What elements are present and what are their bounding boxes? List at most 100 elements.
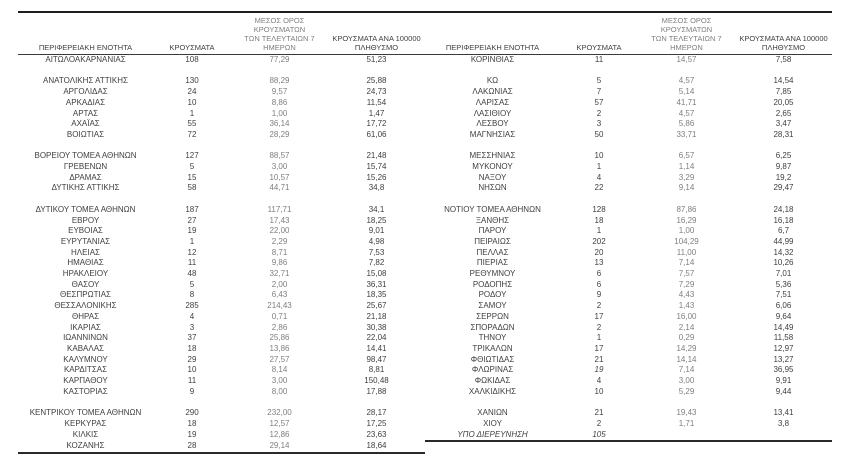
avg-7day-cell: 28,29 xyxy=(269,129,290,139)
table-row: ΗΜΑΘΙΑΣ 11 9,86 7,82 ΠΙΕΡΙΑΣ 13 7,14 10,26 xyxy=(18,258,832,269)
per-100k-cell: 28,17 xyxy=(366,408,387,418)
column-header-per100k-left: ΚΡΟΥΣΜΑΤΑ ΑΝΑ 100000 ΠΛΗΘΥΣΜΟ xyxy=(328,12,425,55)
table-row: ΓΡΕΒΕΝΩΝ 5 3,00 15,74 ΜΥΚΟΝΟΥ 1 1,14 9,87 xyxy=(18,162,832,173)
spacer-cell xyxy=(18,141,832,152)
per-100k-cell: 3,8 xyxy=(777,418,790,428)
cases-cell: 7 xyxy=(596,87,602,97)
region-cell: ΑΡΤΑΣ xyxy=(72,108,99,118)
region-cell: ΕΥΒΟΙΑΣ xyxy=(68,226,103,236)
avg-7day-cell: 8,86 xyxy=(271,97,288,107)
cases-cell: 24 xyxy=(187,87,197,97)
avg-7day-cell: 1,14 xyxy=(678,162,695,171)
avg-7day-cell: 8,71 xyxy=(271,247,288,257)
group-spacer-row xyxy=(18,141,832,152)
table-row: ΙΚΑΡΙΑΣ 3 2,86 30,38 ΣΠΟΡΑΔΩΝ 2 2,14 14,49 xyxy=(18,323,832,334)
avg-7day-cell: 7,14 xyxy=(678,365,695,375)
per-100k-cell: 44,99 xyxy=(773,236,794,246)
column-header-avg7-left: ΜΕΣΟΣ ΟΡΟΣ ΚΡΟΥΣΜΑΤΩΝ ΤΩΝ ΤΕΛΕΥΤΑΙΩΝ 7 Η… xyxy=(231,12,328,55)
table-row: ΚΑΣΤΟΡΙΑΣ 9 8,00 17,88 ΧΑΛΚΙΔΙΚΗΣ 10 5,29 9,44 xyxy=(18,387,832,398)
region-cell: ΑΧΑΪΑΣ xyxy=(71,119,100,129)
cases-cell: 10 xyxy=(187,97,197,107)
per-100k-cell: 150,48 xyxy=(364,376,389,386)
per-100k-cell: 8,81 xyxy=(368,365,385,375)
cases-cell: 202 xyxy=(592,236,606,246)
spacer-cell xyxy=(18,397,832,408)
region-cell: ΥΠΟ ΔΙΕΡΕΥΝΗΣΗ xyxy=(425,429,560,443)
per-100k-cell xyxy=(735,441,832,453)
region-cell: ΚΩ xyxy=(486,76,499,86)
table-row: ΚΑΡΠΑΘΟΥ 11 3,00 150,48 ΦΩΚΙΔΑΣ 4 3,00 9,91 xyxy=(18,376,832,387)
cases-cell: 17 xyxy=(594,311,604,321)
region-cell: ΕΒΡΟΥ xyxy=(71,215,100,225)
region-cell: ΣΠΟΡΑΔΩΝ xyxy=(470,322,515,332)
region-cell: ΔΥΤΙΚΗΣ ΑΤΤΙΚΗΣ xyxy=(51,183,120,193)
cases-cell: 18 xyxy=(187,343,197,353)
avg-7day-cell: 3,00 xyxy=(271,162,288,171)
region-cell: ΛΑΚΩΝΙΑΣ xyxy=(472,87,513,97)
cases-cell: 2 xyxy=(596,322,602,332)
avg-7day-cell: 1,00 xyxy=(271,108,288,118)
avg-7day-cell: 232,00 xyxy=(267,408,292,418)
cases-cell: 15 xyxy=(187,172,197,182)
per-100k-cell: 98,47 xyxy=(366,354,387,364)
region-cell: ΚΟΡΙΝΘΙΑΣ xyxy=(470,55,515,64)
per-100k-cell: 9,87 xyxy=(775,162,792,171)
per-100k-cell: 25,88 xyxy=(366,76,387,86)
cases-cell: 5 xyxy=(596,76,602,86)
column-header-cases-right: ΚΡΟΥΣΜΑΤΑ xyxy=(560,12,638,55)
avg-7day-cell: 12,86 xyxy=(269,430,290,440)
avg-7day-cell: 16,29 xyxy=(676,215,697,225)
avg-7day-cell: 22,00 xyxy=(269,226,290,236)
per-100k-cell: 18,64 xyxy=(328,441,425,454)
region-cell: ΧΙΟΥ xyxy=(483,418,502,428)
avg-7day-cell: 3,29 xyxy=(678,172,695,182)
per-100k-cell: 15,08 xyxy=(366,269,387,279)
avg-7day-cell: 77,29 xyxy=(269,55,290,64)
per-100k-cell: 14,54 xyxy=(773,76,794,86)
avg-7day-cell xyxy=(638,429,735,443)
cases-cell: 4 xyxy=(596,376,602,386)
column-header-region-right: ΠΕΡΙΦΕΡΕΙΑΚΗ ΕΝΟΤΗΤΑ xyxy=(425,12,560,55)
region-cell: ΠΕΙΡΑΙΩΣ xyxy=(474,236,511,246)
cases-cell: 1 xyxy=(596,226,602,236)
table-row: ΑΙΤΩΛΟΑΚΑΡΝΑΝΙΑΣ 108 77,29 51,23 ΚΟΡΙΝΘΙΑΣ 11… xyxy=(18,55,832,66)
avg-7day-cell: 2,14 xyxy=(678,322,695,332)
cases-cell: 128 xyxy=(592,204,606,214)
avg-7day-cell: 2,86 xyxy=(271,322,288,332)
avg-7day-cell: 29,14 xyxy=(231,441,328,454)
per-100k-cell: 30,38 xyxy=(366,322,387,332)
per-100k-cell: 4,98 xyxy=(368,236,385,246)
region-cell: ΤΗΝΟΥ xyxy=(478,333,507,343)
cases-cell: 21 xyxy=(594,408,604,418)
avg-7day-cell: 4,57 xyxy=(678,108,695,118)
spacer-cell xyxy=(18,66,832,77)
per-100k-cell: 12,97 xyxy=(773,343,794,353)
avg-7day-cell: 214,43 xyxy=(267,301,292,311)
avg-7day-cell: 13,86 xyxy=(269,343,290,353)
cases-cell: 10 xyxy=(594,386,604,396)
avg-7day-cell: 3,00 xyxy=(678,376,695,386)
cases-cell: 19 xyxy=(594,365,604,375)
avg-7day-cell: 7,29 xyxy=(678,279,695,289)
per-100k-cell: 24,18 xyxy=(773,204,794,214)
table-row: ΚΑΛΥΜΝΟΥ 29 27,57 98,47 ΦΘΙΩΤΙΔΑΣ 21 14,14 13,2… xyxy=(18,355,832,366)
avg-7day-cell: 5,14 xyxy=(678,87,695,97)
table-row: ΕΒΡΟΥ 27 17,43 18,25 ΞΑΝΘΗΣ 18 16,29 16,18 xyxy=(18,216,832,227)
per-100k-cell: 17,72 xyxy=(366,119,387,129)
avg-7day-cell: 5,29 xyxy=(678,386,695,396)
cases-cell: 5 xyxy=(189,279,195,289)
region-cell: ΝΟΤΙΟΥ ΤΟΜΕΑ ΑΘΗΝΩΝ xyxy=(444,204,541,214)
per-100k-cell: 9,91 xyxy=(775,376,792,386)
region-cell: ΚΙΛΚΙΣ xyxy=(72,430,99,440)
cases-cell: 9 xyxy=(189,386,195,396)
per-100k-cell: 14,32 xyxy=(773,247,794,257)
region-cell: ΔΥΤΙΚΟΥ ΤΟΜΕΑ ΑΘΗΝΩΝ xyxy=(35,204,136,214)
cases-cell: 50 xyxy=(594,129,604,139)
table-row: ΒΟΡΕΙΟΥ ΤΟΜΕΑ ΑΘΗΝΩΝ 127 88,57 21,48 ΜΕΣΣΗΝΙ… xyxy=(18,151,832,162)
avg-7day-cell: 14,14 xyxy=(676,354,697,364)
cases-cell: 18 xyxy=(594,215,604,225)
per-100k-cell: 7,58 xyxy=(775,55,792,64)
region-cell: ΚΕΝΤΡΙΚΟΥ ΤΟΜΕΑ ΑΘΗΝΩΝ xyxy=(29,408,142,418)
per-100k-cell: 9,64 xyxy=(775,311,792,321)
avg-7day-cell: 4,43 xyxy=(678,290,695,300)
